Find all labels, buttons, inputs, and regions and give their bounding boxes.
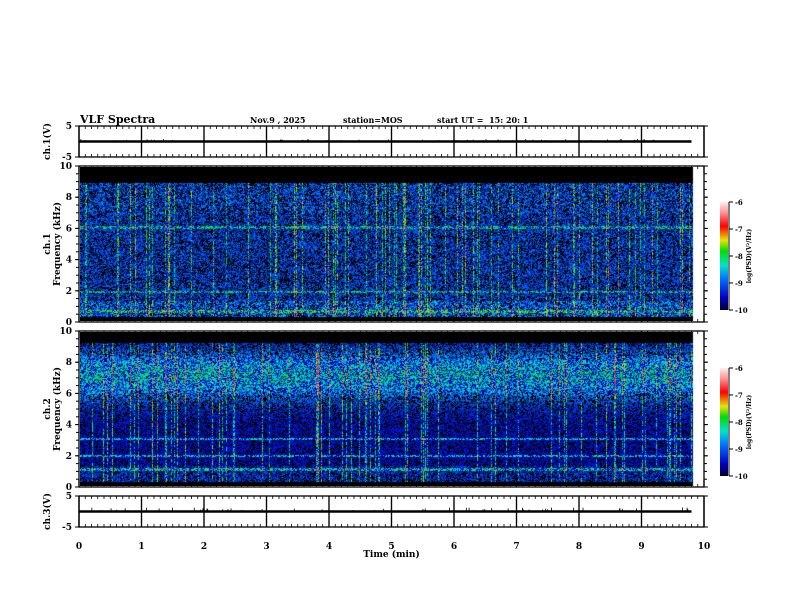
figure-title: VLF Spectra (79, 113, 155, 126)
colorbar-tick-label: -10 (735, 472, 748, 481)
x-tick-label: 8 (576, 542, 582, 552)
x-tick-label: 0 (76, 542, 82, 552)
y-tick-label: 4 (66, 421, 72, 431)
colorbar-tick-label: -8 (735, 252, 743, 261)
ch1-spectrogram-ylabel: Frequency (kHz) (52, 202, 63, 286)
colorbar-tick-label: -9 (735, 279, 743, 288)
station-label: station=MOS (343, 115, 403, 125)
y-tick-label: 8 (66, 358, 72, 368)
x-tick-label: 10 (698, 542, 711, 552)
colorbar-label: log(PSD)(V²/Hz) (746, 395, 753, 450)
ch1-spectrogram-frame (78, 165, 705, 323)
ch2-spectrogram-image (80, 332, 703, 486)
ch2-spectrogram-channel-label: ch.2 (43, 398, 53, 419)
x-tick-label: 3 (263, 542, 269, 552)
y-tick-label: 8 (66, 193, 72, 203)
y-tick-label: 10 (59, 162, 72, 172)
ch2-spectrogram-ylabel: Frequency (kHz) (52, 367, 63, 451)
ch3-voltage-ylabel: ch.3(V) (42, 493, 53, 530)
y-tick-label: -5 (62, 153, 72, 163)
y-tick-label: 0 (66, 483, 72, 493)
ch2-colorbar (720, 368, 728, 476)
colorbar-tick-label: -7 (735, 391, 743, 400)
ch1-colorbar (720, 202, 728, 310)
y-tick-label: 6 (66, 224, 72, 234)
date-label: Nov.9 , 2025 (250, 115, 305, 125)
y-tick-label: -5 (62, 523, 72, 533)
y-tick-label: 6 (66, 389, 72, 399)
y-tick-label: 2 (66, 287, 72, 297)
y-tick-label: 10 (59, 327, 72, 337)
x-tick-label: 7 (513, 542, 519, 552)
x-tick-label: 5 (388, 542, 394, 552)
start-time-label: start UT = 15: 20: 1 (437, 115, 528, 125)
y-tick-label: 5 (66, 492, 72, 502)
x-tick-label: 1 (138, 542, 144, 552)
y-tick-label: 2 (66, 452, 72, 462)
colorbar-tick-label: -9 (735, 445, 743, 454)
ch1-voltage-ylabel: ch.1(V) (42, 123, 53, 160)
x-tick-label: 2 (201, 542, 207, 552)
ch1-spectrogram-channel-label: ch.1 (43, 233, 53, 254)
x-tick-label: 4 (326, 542, 332, 552)
colorbar-tick-label: -6 (735, 364, 743, 373)
colorbar-tick-label: -7 (735, 225, 743, 234)
y-tick-label: 0 (66, 318, 72, 328)
ch2-spectrogram-frame (78, 330, 705, 488)
x-tick-label: 6 (451, 542, 457, 552)
x-tick-label: 9 (638, 542, 644, 552)
colorbar-label: log(PSD)(V²/Hz) (746, 229, 753, 284)
y-tick-label: 4 (66, 256, 72, 266)
x-axis-label: Time (min) (363, 549, 420, 560)
ch1-spectrogram-image (80, 167, 703, 321)
colorbar-tick-label: -10 (735, 306, 748, 315)
colorbar-tick-label: -6 (735, 198, 743, 207)
colorbar-tick-label: -8 (735, 418, 743, 427)
y-tick-label: 5 (66, 122, 72, 132)
